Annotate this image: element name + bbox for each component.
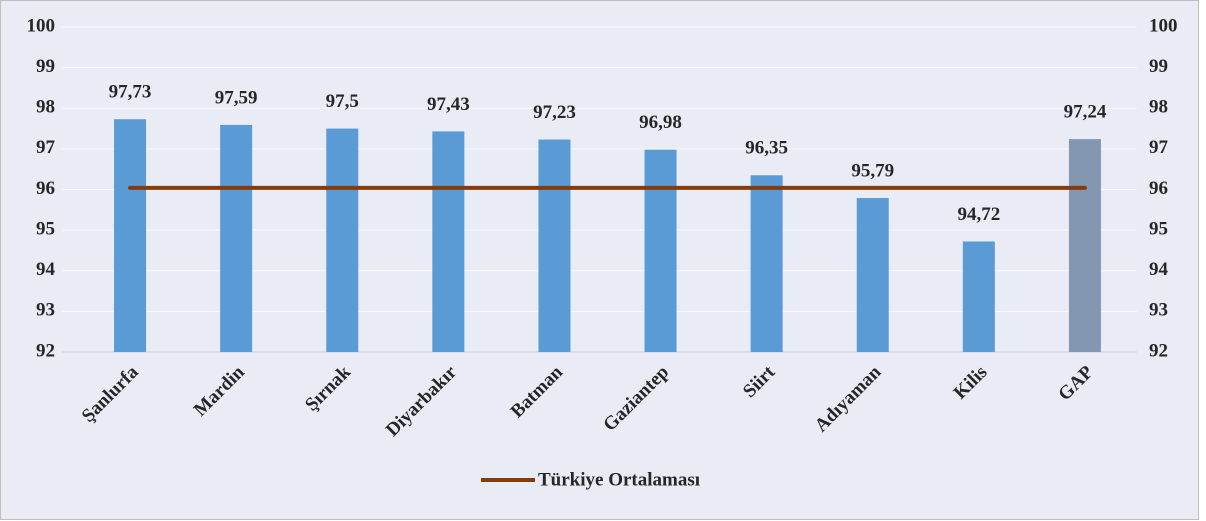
y2-tick-label: 94: [1149, 259, 1169, 280]
bar: [538, 139, 571, 352]
y2-tick-label: 93: [1149, 300, 1168, 321]
value-label: 96,35: [745, 138, 788, 159]
value-label: 97,24: [1064, 101, 1107, 122]
bar: [644, 149, 677, 352]
y2-tick-label: 95: [1149, 218, 1168, 239]
value-label: 97,5: [326, 91, 359, 112]
y2-tick-label: 100: [1149, 15, 1178, 36]
y2-tick-label: 96: [1149, 178, 1168, 199]
y2-tick-label: 98: [1149, 97, 1168, 118]
bar: [1068, 139, 1101, 352]
value-label: 97,43: [427, 94, 470, 115]
y-tick-label: 97: [36, 137, 56, 158]
bar: [432, 131, 465, 352]
bar: [750, 175, 783, 352]
y-tick-label: 94: [36, 259, 56, 280]
bar: [114, 119, 147, 352]
y-tick-label: 95: [36, 218, 55, 239]
y-tick-label: 99: [36, 56, 55, 77]
value-label: 97,23: [533, 102, 576, 123]
bar: [856, 198, 889, 352]
y-tick-label: 96: [36, 178, 55, 199]
value-label: 94,72: [957, 204, 1000, 225]
y-tick-label: 100: [27, 15, 56, 36]
y2-tick-label: 97: [1149, 137, 1169, 158]
value-label: 97,59: [215, 87, 258, 108]
y-tick-label: 98: [36, 97, 55, 118]
value-label: 97,73: [109, 82, 152, 103]
value-label: 96,98: [639, 112, 682, 133]
bar: [326, 128, 359, 352]
y2-tick-label: 99: [1149, 56, 1168, 77]
y2-tick-label: 92: [1149, 340, 1168, 361]
legend-label: Türkiye Ortalaması: [538, 469, 700, 490]
bar: [962, 241, 995, 352]
value-label: 95,79: [851, 160, 894, 181]
y-tick-label: 92: [36, 340, 55, 361]
bar: [220, 124, 253, 352]
y-tick-label: 93: [36, 300, 55, 321]
